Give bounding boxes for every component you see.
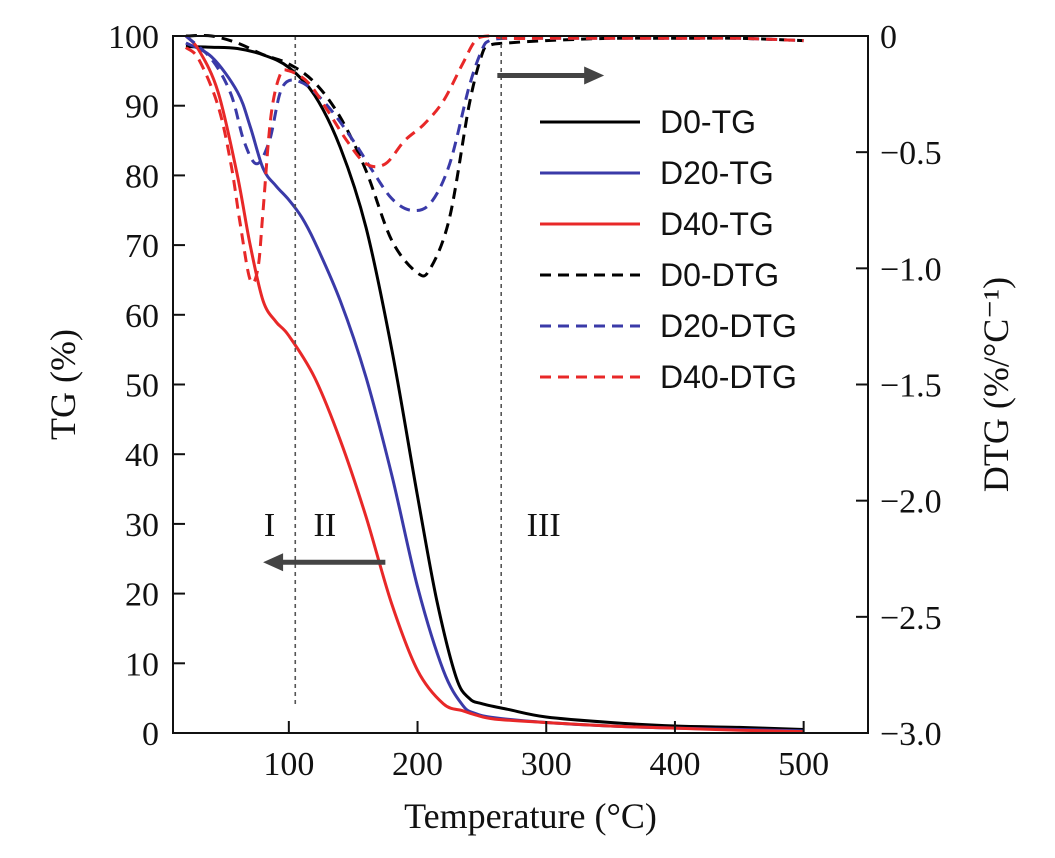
region-label-iii: III [527, 507, 561, 544]
region-label-i: I [264, 507, 275, 544]
legend-label: D40-TG [660, 206, 774, 242]
y-left-tick-label: 70 [125, 228, 159, 265]
annotation-layer: I II III [263, 36, 605, 705]
y-left-tick-label: 90 [125, 89, 159, 126]
tg-axis-arrow [263, 553, 386, 572]
x-tick-label: 200 [392, 746, 443, 783]
y-left-tick-label: 0 [142, 716, 159, 753]
y-left-tick-label: 60 [125, 298, 159, 335]
region-label-ii: II [314, 507, 337, 544]
y-right-tick-label: −3.0 [880, 716, 942, 753]
x-tick-label: 100 [263, 746, 314, 783]
legend-label: D0-DTG [660, 257, 779, 293]
tick-layer: 100 200 300 400 500 0 10 20 30 40 50 60 70 80 90 100 0 −0… [108, 19, 942, 783]
dtg-axis-arrow [497, 66, 605, 85]
y-left-tick-label: 40 [125, 437, 159, 474]
y-axis-left-title: TG (%) [43, 329, 83, 440]
tg-axis-arrow-head [263, 553, 284, 572]
x-tick-label: 400 [649, 746, 700, 783]
y-left-tick-label: 100 [108, 19, 159, 56]
x-tick-label: 500 [778, 746, 829, 783]
series-line-d40-dtg [184, 34, 804, 285]
y-left-tick-label: 50 [125, 368, 159, 405]
legend-label: D20-TG [660, 155, 774, 191]
y-right-tick-label: −2.0 [880, 484, 942, 521]
y-left-tick-label: 10 [125, 646, 159, 683]
x-tick-label: 300 [521, 746, 572, 783]
y-right-tick-label: −0.5 [880, 135, 942, 172]
legend-label: D0-TG [660, 104, 756, 140]
y-left-tick-label: 80 [125, 158, 159, 195]
y-right-tick-label: 0 [880, 19, 897, 56]
y-right-tick-label: −1.5 [880, 368, 942, 405]
y-right-tick-label: −2.5 [880, 600, 942, 637]
y-axis-right-title: DTG (%/°C⁻¹) [976, 277, 1016, 492]
dtg-axis-arrow-head [584, 66, 605, 85]
legend-label: D40-DTG [660, 359, 797, 395]
legend: D0-TG D20-TG D40-TG D0-DTG D20-DTG D40-DTG [540, 104, 797, 395]
x-axis-title: Temperature (°C) [404, 796, 657, 836]
y-left-tick-label: 20 [125, 577, 159, 614]
legend-label: D20-DTG [660, 308, 797, 344]
y-right-tick-label: −1.0 [880, 251, 942, 288]
y-left-tick-label: 30 [125, 507, 159, 544]
